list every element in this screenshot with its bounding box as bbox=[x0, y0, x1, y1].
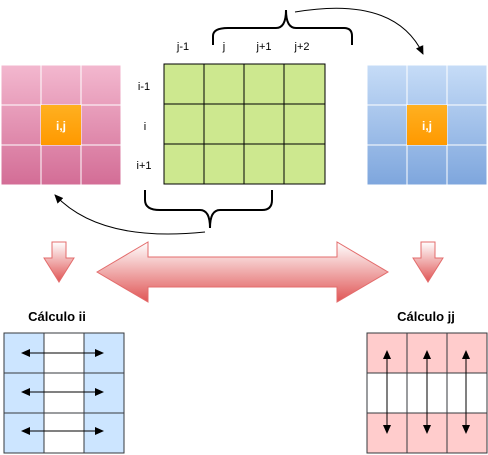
calc-ii-title: Cálculo ii bbox=[28, 309, 86, 324]
column-labels: j-1 j j+1 j+2 bbox=[176, 41, 310, 53]
col-label-jm1: j-1 bbox=[176, 41, 189, 53]
col-label-jp2: j+2 bbox=[294, 41, 310, 53]
right-grid: i,j bbox=[366, 64, 488, 186]
curved-arrow-to-left bbox=[54, 194, 206, 235]
double-arrow bbox=[96, 241, 389, 303]
down-arrow-right bbox=[412, 241, 444, 283]
col-label-j: j bbox=[222, 41, 225, 53]
calc-jj-grid bbox=[366, 332, 488, 454]
center-grid bbox=[163, 63, 326, 185]
bottom-brace bbox=[144, 190, 273, 229]
left-grid: i,j bbox=[0, 64, 122, 186]
right-cell-label: i,j bbox=[422, 119, 432, 133]
right-highlight-cell bbox=[407, 105, 447, 145]
col-label-jp1: j+1 bbox=[256, 41, 272, 53]
curved-arrow-to-right bbox=[294, 7, 424, 55]
left-cell-label: i,j bbox=[56, 119, 66, 133]
row-labels: i-1 i i+1 bbox=[137, 81, 152, 172]
calc-jj-title: Cálculo jj bbox=[397, 309, 455, 324]
row-label-im1: i-1 bbox=[138, 81, 150, 93]
down-arrow-left bbox=[43, 241, 75, 283]
top-brace bbox=[212, 9, 353, 45]
row-label-ip1: i+1 bbox=[137, 160, 152, 172]
left-highlight-cell bbox=[41, 105, 81, 145]
calc-ii-grid bbox=[3, 332, 125, 454]
row-label-i: i bbox=[144, 121, 146, 133]
